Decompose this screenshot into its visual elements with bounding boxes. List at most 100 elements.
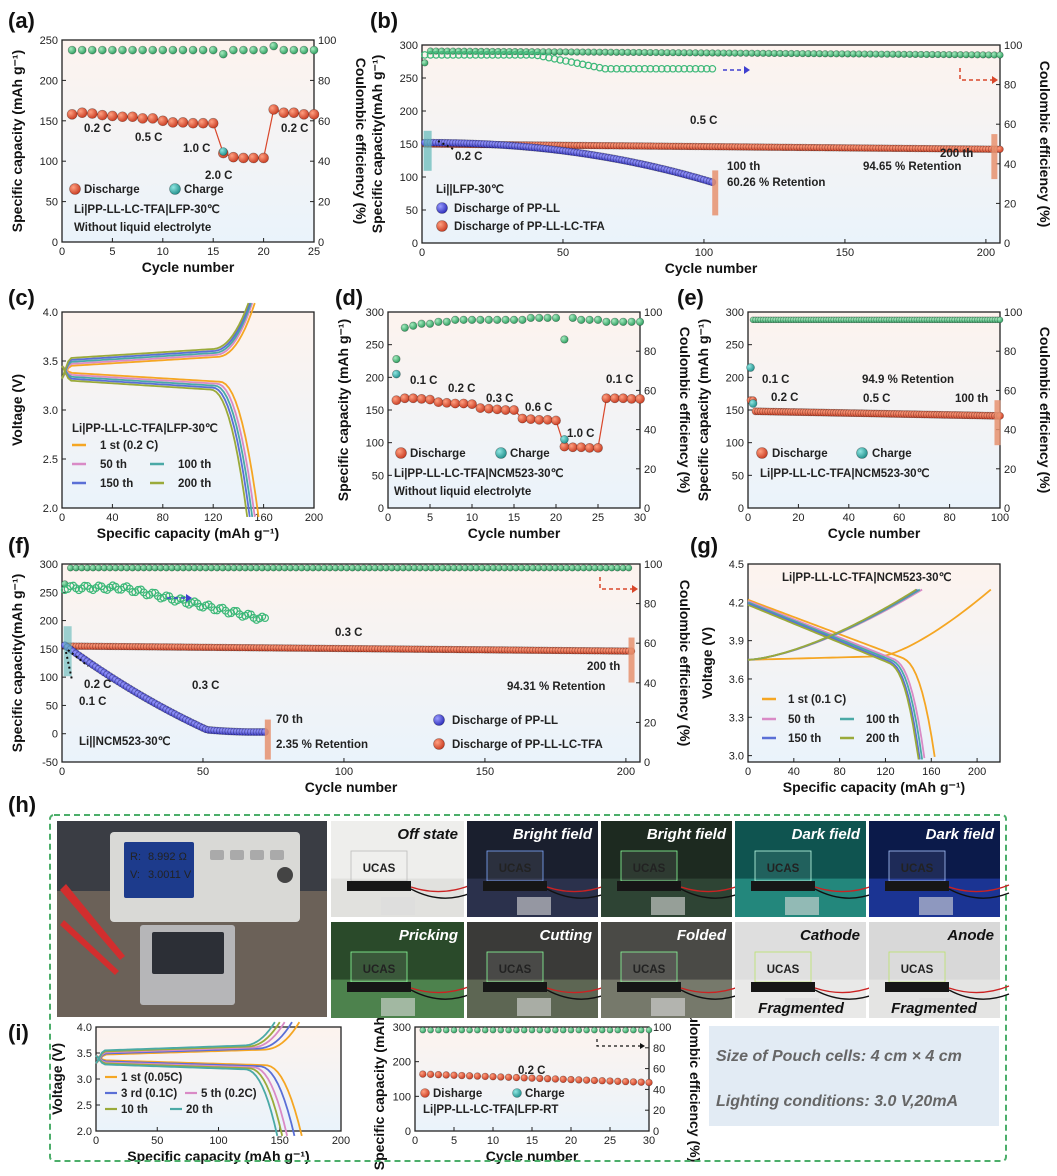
discharge-point xyxy=(187,117,199,129)
voltage-curve xyxy=(95,1021,301,1065)
ce-point-ppll xyxy=(454,51,463,59)
ce-point xyxy=(543,313,552,322)
y-tick-label: 0 xyxy=(52,237,58,249)
ce-point xyxy=(419,1026,427,1034)
y2-axis-label: Coulombic efficiency (%) xyxy=(1037,61,1053,227)
instrument-button[interactable] xyxy=(210,850,224,860)
meter-readout: 8.992 Ω xyxy=(148,851,187,863)
ce-point xyxy=(630,1026,637,1034)
discharge-point xyxy=(497,1073,505,1081)
discharge-point xyxy=(567,1075,575,1084)
x-tick-label: 0 xyxy=(59,512,65,524)
cell-note: Li||LFP-30℃ xyxy=(436,183,504,196)
voltage-curve xyxy=(95,1021,293,1064)
probe xyxy=(60,884,125,960)
legend-label: Discharge of PP-LL xyxy=(452,715,558,727)
voltage-curve xyxy=(95,1021,276,1064)
discharge-point xyxy=(288,107,300,119)
ce-point-ppll xyxy=(584,61,593,70)
voltage-curve xyxy=(747,588,992,661)
ce-point xyxy=(392,354,401,364)
cycle-label: 200 th xyxy=(940,148,973,160)
discharge-point xyxy=(127,111,138,123)
ce-point-ppll xyxy=(511,51,519,59)
panel-label: (d) xyxy=(335,285,363,310)
photo-tile: UCAS Bright field xyxy=(601,821,742,917)
y2-tick-label: 40 xyxy=(644,425,656,437)
discharge-point xyxy=(465,1072,474,1080)
ce-point xyxy=(289,45,299,55)
ce-point-ppll xyxy=(652,64,660,73)
ce-point xyxy=(526,313,535,322)
instrument-button[interactable] xyxy=(230,850,244,860)
ce-point xyxy=(585,315,594,324)
ce-point xyxy=(535,313,544,322)
instrument-button[interactable] xyxy=(270,850,284,860)
ce-point-ppll xyxy=(229,606,238,615)
y-tick-label: 3.3 xyxy=(729,712,744,724)
sign-base xyxy=(751,881,815,891)
discharge-point xyxy=(117,111,128,123)
wire xyxy=(948,985,1010,994)
acrylic-sign xyxy=(486,850,544,882)
acrylic-sign xyxy=(620,951,678,983)
ce-point-ppll xyxy=(607,64,615,73)
x-axis-label: Cycle number xyxy=(828,525,921,541)
voltage-curve xyxy=(61,302,252,380)
y-tick-label: 250 xyxy=(40,587,58,599)
discharge-point xyxy=(534,414,545,425)
instrument-button[interactable] xyxy=(250,850,264,860)
cell-note: Li|PP-LL-LC-TFA|NCM523-30℃ xyxy=(394,467,564,480)
x-tick-label: 0 xyxy=(419,247,425,259)
discharge-point xyxy=(278,107,290,119)
ce-point xyxy=(198,45,208,55)
x-tick-label: 40 xyxy=(106,512,118,524)
ce-point xyxy=(996,316,1004,324)
ce-point-ppll xyxy=(573,59,581,68)
y2-tick-label: 100 xyxy=(1004,40,1022,52)
photo-tile: UCAS Dark field xyxy=(869,821,1010,917)
ce-point-ppll xyxy=(663,64,672,73)
discharge-point xyxy=(177,117,189,128)
ce-point xyxy=(87,45,97,55)
discharge-point xyxy=(426,1070,435,1079)
x-tick-label: 10 xyxy=(487,1135,499,1147)
voltage-curve xyxy=(61,365,254,518)
discharge-point xyxy=(637,1078,645,1086)
legend-label: 200 th xyxy=(178,478,211,490)
legend-label: Charge xyxy=(184,184,224,196)
discharge-point xyxy=(473,1072,482,1080)
y2-tick-label: 0 xyxy=(318,237,324,249)
ce-point xyxy=(559,1026,567,1034)
rate-label: 1.0 C xyxy=(183,143,211,155)
y-tick-label: 200 xyxy=(366,372,384,384)
discharge-point xyxy=(399,393,410,404)
y-axis-label: Specific capacity (mAh g⁻¹) xyxy=(695,319,711,501)
y2-tick-label: 60 xyxy=(653,1064,665,1076)
discharge-point xyxy=(86,108,98,119)
discharge-point xyxy=(248,152,259,164)
ce-point xyxy=(467,315,477,324)
acrylic-sign xyxy=(350,850,408,882)
ce-point xyxy=(602,317,611,326)
legend-marker xyxy=(756,447,768,459)
ce-point xyxy=(645,1026,653,1034)
legend-label: 1 st (0.2 C) xyxy=(100,440,158,452)
rate-label: 0.1 C xyxy=(762,374,790,386)
pouch-cell xyxy=(381,998,415,1016)
discharge-point xyxy=(621,1077,630,1086)
y2-tick-label: 80 xyxy=(1004,346,1016,358)
photo-panel: R: 8.992 Ω V: 3.0011 V UCAS Off state UCAS Brig… xyxy=(49,814,1010,1162)
y-tick-label: 150 xyxy=(366,405,384,417)
discharge-point xyxy=(167,117,179,128)
cell-note: Li||NCM523-30℃ xyxy=(79,735,171,748)
sign-text: UCAS xyxy=(767,964,800,976)
photo-tile: UCAS Cutting xyxy=(467,922,608,1018)
sign-text: UCAS xyxy=(499,863,532,875)
y-tick-label: 2.0 xyxy=(43,503,58,515)
y-tick-label: 3.0 xyxy=(729,751,744,763)
cell-note: Without liquid electrolyte xyxy=(394,486,531,498)
ce-point-ppll xyxy=(669,64,677,73)
ce-point-ppll xyxy=(483,51,491,59)
ce-point xyxy=(77,45,87,55)
